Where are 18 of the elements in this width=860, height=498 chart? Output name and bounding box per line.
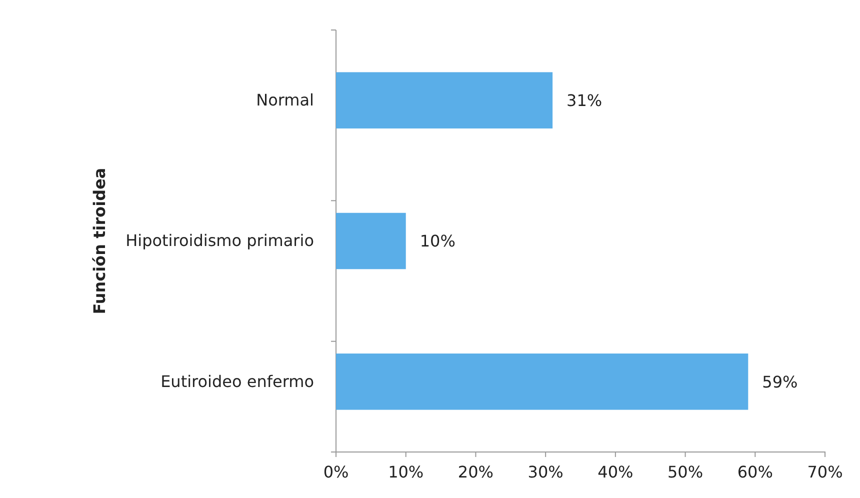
x-tick-label: 30% xyxy=(528,462,564,482)
y-tick-label: Normal xyxy=(256,90,314,110)
y-axis-title: Función tiroidea xyxy=(90,168,109,314)
bar xyxy=(336,72,553,128)
bar xyxy=(336,212,406,270)
data-label: 59% xyxy=(762,372,798,392)
x-tick-label: 40% xyxy=(598,462,634,482)
x-tick-label: 60% xyxy=(737,462,773,482)
x-tick-label: 70% xyxy=(807,462,843,482)
x-tick-label: 10% xyxy=(388,462,424,482)
bar xyxy=(336,354,748,410)
y-tick-label: Eutiroideo enfermo xyxy=(160,372,314,391)
x-tick-label: 0% xyxy=(323,462,349,482)
data-label: 10% xyxy=(420,232,456,251)
x-tick-label: 50% xyxy=(668,462,704,482)
y-tick-label: Hipotiroidismo primario xyxy=(126,231,314,250)
x-tick-label: 20% xyxy=(458,462,494,482)
data-label: 31% xyxy=(566,90,602,110)
